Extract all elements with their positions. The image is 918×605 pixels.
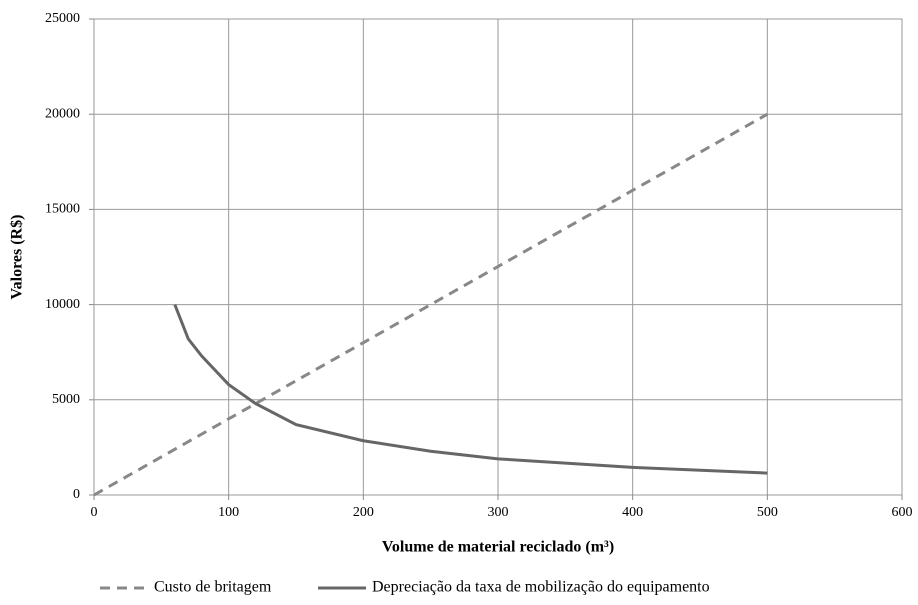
- line-series: [93, 112, 769, 497]
- x-tick-label: 0: [91, 505, 98, 520]
- y-tick-label: 0: [73, 487, 80, 502]
- legend-label: Depreciação da taxa de mobilização do eq…: [372, 579, 710, 596]
- x-tick-label: 300: [488, 505, 509, 520]
- y-tick-label: 20000: [45, 106, 80, 121]
- line-series: [173, 304, 768, 475]
- y-tick-label: 10000: [45, 297, 80, 312]
- y-tick-label: 15000: [45, 202, 80, 217]
- x-tick-label: 400: [622, 505, 643, 520]
- y-tick-label: 25000: [45, 11, 80, 26]
- y-tick-label: 5000: [52, 392, 80, 407]
- x-tick-label: 600: [892, 505, 913, 520]
- x-tick-label: 500: [757, 505, 778, 520]
- x-tick-label: 100: [218, 505, 239, 520]
- y-axis-title: Valores (R$): [9, 215, 26, 300]
- x-axis-title: Volume de material reciclado (m³): [382, 539, 614, 556]
- legend-label: Custo de britagem: [154, 579, 272, 596]
- x-tick-label: 200: [353, 505, 374, 520]
